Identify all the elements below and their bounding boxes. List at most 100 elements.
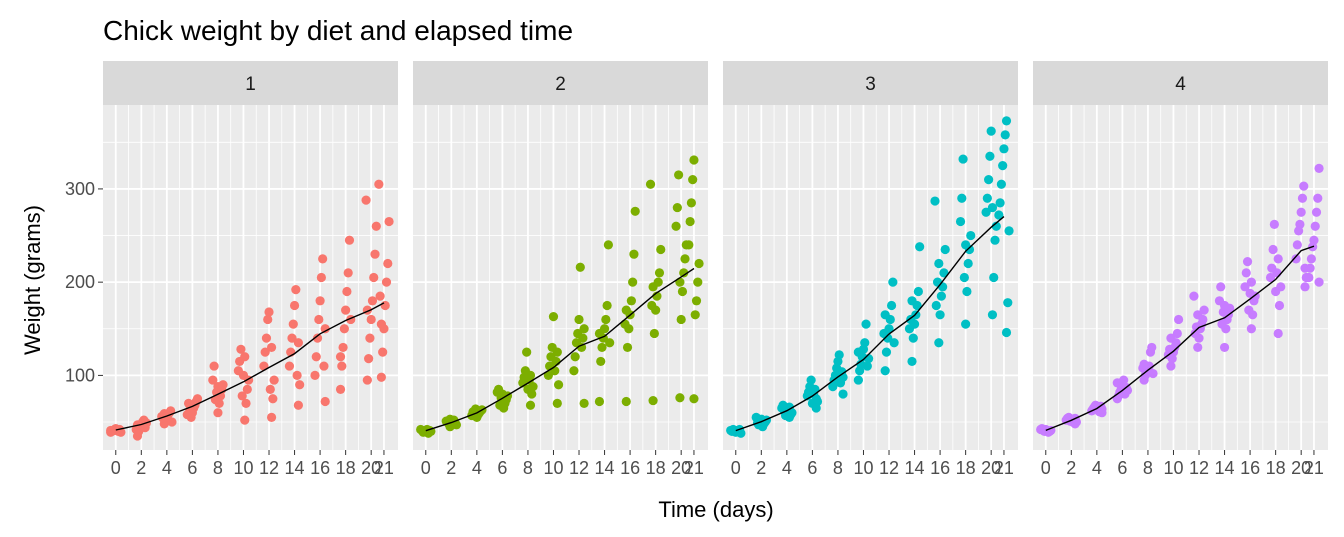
data-point: [369, 272, 379, 283]
data-point: [553, 380, 564, 390]
x-tick-label: 0: [731, 458, 741, 478]
x-tick-label: 16: [1240, 458, 1260, 478]
x-tick-label: 8: [213, 458, 223, 478]
data-point: [806, 375, 816, 385]
data-point: [312, 333, 323, 343]
data-point: [293, 400, 303, 410]
data-point: [991, 221, 1001, 231]
data-point: [671, 221, 681, 231]
data-point: [1304, 272, 1314, 283]
data-point: [958, 154, 968, 164]
data-point: [981, 207, 991, 217]
data-points: [106, 179, 394, 441]
data-point: [1313, 193, 1323, 203]
x-tick-label: 10: [233, 458, 253, 478]
data-point: [1001, 116, 1012, 126]
x-tick-label: 2: [1066, 458, 1076, 478]
x-tick-label: 4: [782, 458, 792, 478]
data-point: [320, 324, 330, 334]
data-point: [236, 344, 246, 354]
x-tick-label: 20: [671, 458, 691, 478]
data-point: [686, 198, 696, 208]
data-point: [939, 268, 949, 278]
data-point: [319, 361, 329, 371]
data-point: [1244, 305, 1254, 315]
x-tick-label: 18: [336, 458, 356, 478]
data-point: [266, 412, 277, 422]
data-points: [726, 116, 1014, 438]
x-tick-label: 14: [595, 458, 615, 478]
data-point: [261, 333, 272, 343]
x-tick-label: 0: [111, 458, 121, 478]
data-point: [380, 300, 390, 311]
data-point: [364, 354, 374, 364]
facet-strip-label: 4: [1175, 74, 1186, 95]
data-point: [672, 202, 682, 213]
data-point: [381, 277, 392, 287]
data-point: [688, 174, 698, 185]
facet-strip: [1033, 61, 1328, 105]
data-point: [603, 240, 613, 250]
x-tick-label: 14: [905, 458, 925, 478]
data-point: [647, 300, 657, 311]
data-point: [621, 396, 631, 407]
x-tick-label: 20: [1291, 458, 1311, 478]
data-point: [880, 310, 890, 320]
data-point: [838, 389, 848, 399]
data-point: [338, 342, 348, 353]
data-point: [310, 370, 320, 381]
data-point: [295, 380, 305, 390]
data-point: [930, 196, 940, 206]
data-point: [335, 384, 346, 394]
data-point: [645, 179, 656, 189]
data-point: [339, 324, 349, 334]
data-point: [626, 296, 636, 306]
data-point: [860, 338, 870, 348]
panel-background: [1033, 105, 1328, 450]
x-tick-label: 6: [187, 458, 197, 478]
data-point: [289, 300, 300, 311]
data-point: [370, 249, 380, 259]
data-point: [984, 174, 994, 185]
data-point: [963, 258, 973, 269]
facet-strip: [723, 61, 1018, 105]
mean-trend-line: [115, 302, 385, 431]
x-tick-label: 8: [1143, 458, 1153, 478]
x-axis-title: Time (days): [658, 497, 773, 522]
data-point: [602, 300, 612, 311]
data-point: [366, 314, 376, 325]
data-point: [1216, 282, 1226, 292]
data-point: [601, 314, 611, 325]
data-point: [630, 206, 640, 216]
facet-strip-label: 3: [865, 74, 876, 95]
data-point: [1004, 226, 1014, 236]
data-point: [269, 375, 279, 385]
data-point: [888, 277, 898, 287]
data-point: [287, 333, 297, 343]
data-point: [106, 425, 116, 436]
data-point: [1306, 254, 1316, 264]
data-point: [936, 291, 946, 301]
data-point: [810, 384, 820, 394]
data-point: [957, 193, 967, 203]
data-point: [677, 286, 688, 297]
data-point: [293, 338, 303, 348]
data-point: [569, 366, 579, 376]
data-point: [314, 314, 324, 325]
data-point: [365, 333, 375, 343]
data-point: [1166, 333, 1176, 343]
data-point: [343, 268, 353, 278]
data-point: [649, 328, 659, 339]
panel-background: [103, 105, 398, 450]
data-point: [570, 352, 580, 362]
data-point: [998, 161, 1008, 171]
data-point: [1193, 342, 1203, 353]
data-point: [1292, 240, 1302, 250]
data-point: [1240, 282, 1250, 292]
data-point: [266, 342, 277, 353]
data-point: [1291, 254, 1301, 264]
data-point: [907, 296, 917, 306]
data-point: [1273, 328, 1283, 339]
data-point: [265, 384, 275, 394]
